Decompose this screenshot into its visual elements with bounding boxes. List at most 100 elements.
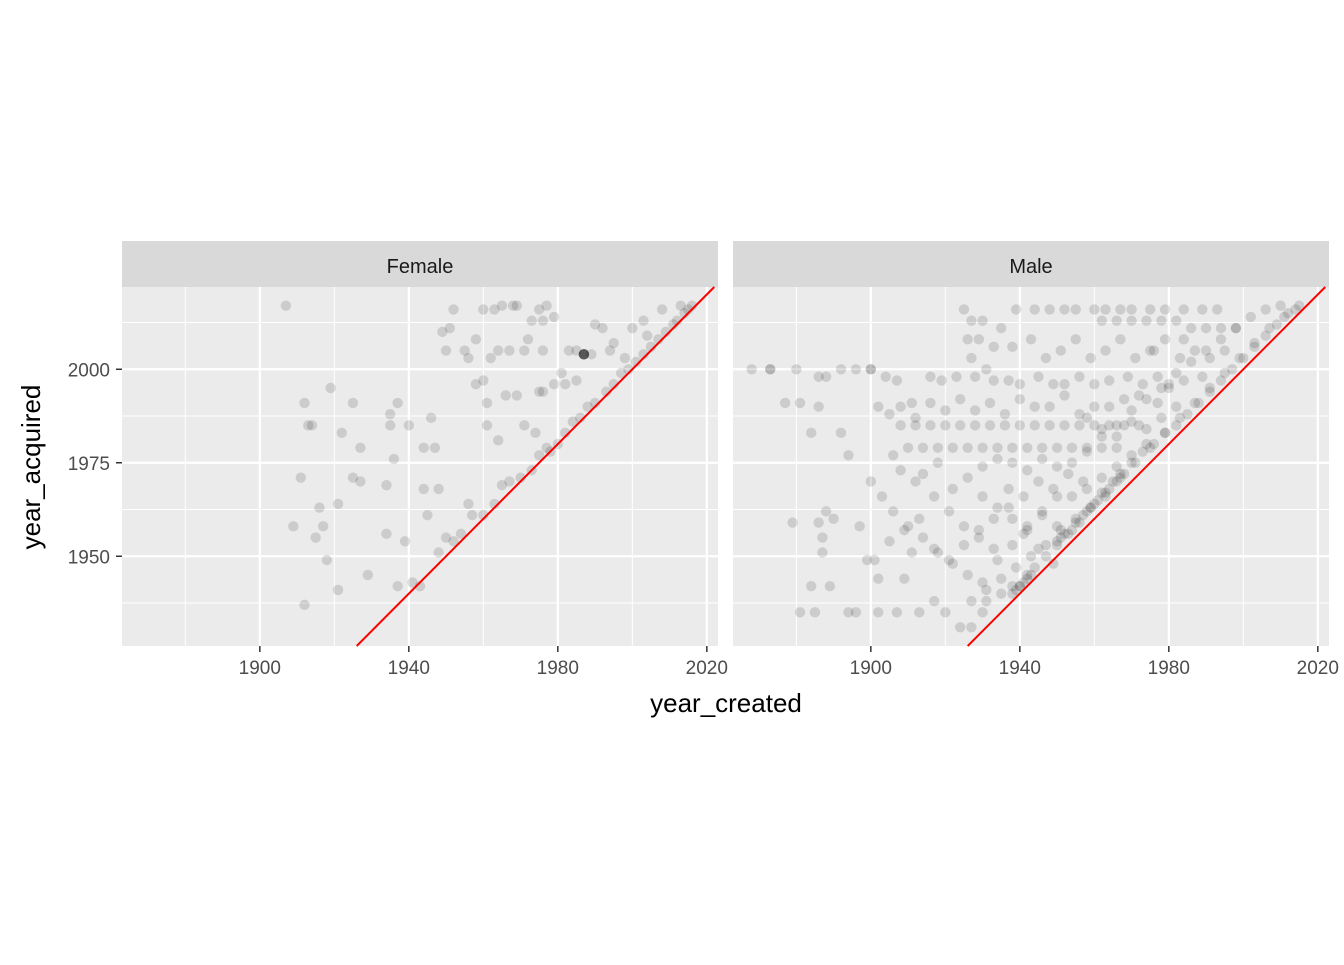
data-point — [656, 304, 668, 315]
data-point — [1111, 315, 1122, 326]
data-point — [917, 442, 929, 454]
data-point — [392, 397, 403, 409]
data-point — [1025, 551, 1037, 562]
data-point — [1048, 483, 1059, 495]
data-point — [388, 453, 400, 465]
facet-strip-label-female: Female — [387, 256, 454, 278]
data-point — [928, 543, 940, 554]
data-point — [299, 397, 310, 409]
data-point — [746, 364, 757, 375]
data-point — [314, 502, 325, 513]
data-point — [973, 334, 985, 345]
data-point — [1022, 569, 1033, 581]
data-point — [951, 371, 962, 382]
data-point — [1029, 562, 1040, 573]
data-point — [481, 420, 493, 431]
data-point — [806, 580, 817, 592]
data-point — [1007, 588, 1018, 599]
x-tick-label: 1980 — [537, 658, 579, 679]
data-point — [947, 558, 958, 569]
data-point — [534, 386, 545, 397]
data-point — [1111, 461, 1122, 472]
data-point — [966, 622, 977, 633]
data-point — [1051, 521, 1063, 532]
data-point — [1104, 401, 1115, 412]
data-point — [332, 584, 344, 596]
data-point — [977, 491, 988, 502]
data-point — [463, 352, 474, 364]
data-point — [1111, 442, 1122, 454]
data-point — [914, 513, 925, 525]
data-point — [1018, 528, 1029, 540]
data-point — [1044, 401, 1055, 412]
data-point — [813, 517, 824, 528]
data-point — [642, 330, 653, 341]
data-point — [1074, 517, 1085, 528]
facet-strip-label-male: Male — [1009, 256, 1052, 278]
data-point — [534, 450, 545, 461]
data-point — [988, 375, 999, 386]
data-point — [1111, 420, 1122, 431]
data-point — [1145, 442, 1156, 454]
data-point — [589, 319, 601, 330]
data-point — [1089, 420, 1100, 431]
data-point — [1040, 352, 1052, 364]
data-point — [478, 304, 489, 315]
data-point — [563, 345, 575, 356]
data-point — [496, 479, 508, 491]
data-point — [1215, 375, 1227, 386]
data-point — [887, 450, 899, 461]
data-point — [1215, 334, 1227, 345]
data-point — [1197, 371, 1208, 382]
data-point — [440, 345, 452, 356]
data-point — [835, 427, 847, 439]
data-point — [1118, 468, 1130, 480]
data-point — [1126, 416, 1137, 427]
data-point — [1077, 476, 1089, 487]
data-point — [977, 461, 988, 472]
data-point — [1014, 580, 1026, 592]
data-point — [820, 371, 832, 382]
data-point — [519, 345, 530, 356]
data-point — [887, 506, 899, 517]
data-point — [683, 304, 694, 315]
data-point — [515, 472, 526, 483]
data-point — [1152, 397, 1163, 409]
data-point — [869, 554, 880, 566]
data-point — [325, 382, 336, 394]
data-point — [1089, 498, 1100, 510]
data-point — [817, 547, 828, 558]
data-point — [574, 412, 586, 424]
facet-strip-male — [733, 241, 1329, 287]
panel-background-female — [122, 287, 718, 646]
data-point — [1066, 457, 1078, 468]
data-point — [1096, 423, 1107, 435]
x-tick-label: 2020 — [1297, 658, 1339, 679]
data-point — [1193, 397, 1204, 409]
data-point — [511, 300, 523, 311]
data-point — [1279, 311, 1290, 323]
data-point — [992, 502, 1003, 513]
data-point — [619, 352, 631, 364]
data-point — [1003, 502, 1014, 513]
data-point — [962, 569, 973, 581]
data-point — [385, 420, 396, 431]
data-point — [1063, 528, 1074, 540]
data-point — [1130, 457, 1141, 468]
data-point — [1271, 319, 1283, 330]
data-point — [884, 536, 895, 547]
data-point — [1126, 450, 1137, 461]
data-point — [1036, 453, 1048, 465]
data-point — [895, 401, 906, 412]
data-point — [1066, 491, 1078, 502]
data-point — [541, 300, 552, 311]
data-point — [861, 554, 873, 566]
data-point — [355, 442, 366, 454]
x-axis-label: year_created — [650, 688, 802, 718]
data-point — [1174, 412, 1186, 424]
data-point — [437, 326, 448, 338]
data-point — [459, 345, 470, 356]
data-point — [1159, 304, 1171, 315]
data-point — [1059, 390, 1070, 401]
